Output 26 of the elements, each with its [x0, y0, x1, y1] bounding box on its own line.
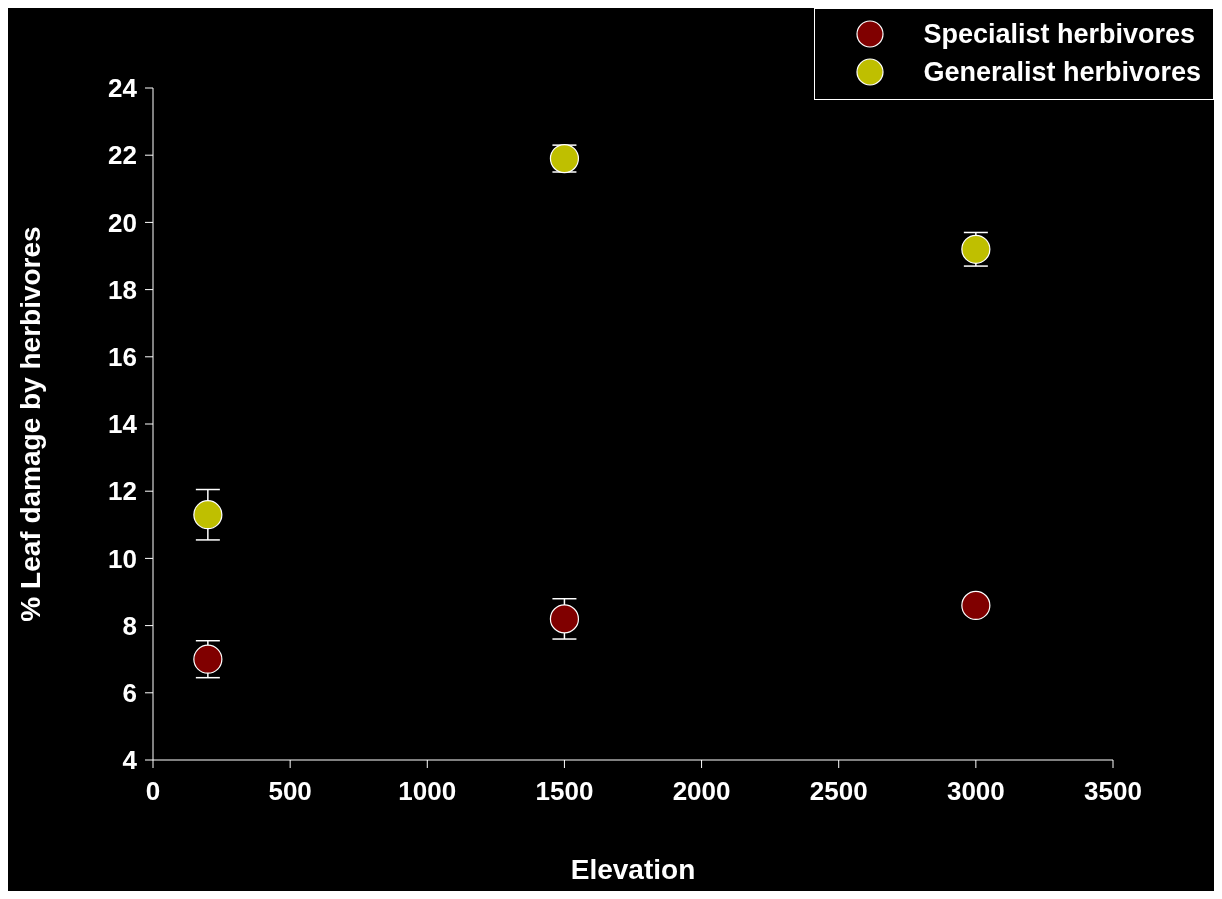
y-tick-label: 10 [108, 543, 137, 574]
y-tick-label: 12 [108, 476, 137, 507]
x-tick-label: 2000 [672, 776, 731, 807]
x-tick-label: 500 [268, 776, 312, 807]
y-tick-label: 22 [108, 140, 137, 171]
legend-label: Specialist herbivores [923, 18, 1195, 50]
y-tick-label: 18 [108, 274, 137, 305]
x-tick-label: 2500 [809, 776, 868, 807]
point [961, 590, 991, 621]
y-tick-label: 8 [122, 610, 137, 641]
y-tick-label: 24 [108, 73, 138, 104]
x-tick-label: 3500 [1084, 776, 1142, 807]
y-tick-label: 20 [108, 207, 137, 238]
y-tick-label: 6 [122, 678, 137, 709]
x-tick-label: 3000 [946, 776, 1005, 807]
x-tick-label: 1500 [535, 776, 594, 807]
point [193, 500, 223, 530]
x-tick-label: 1000 [398, 776, 457, 807]
y-axis-title: % Leaf damage by herbivores [14, 226, 46, 622]
y-tick-label: 16 [108, 342, 137, 373]
x-axis-title: Elevation [570, 854, 696, 885]
y-tick-label: 4 [122, 745, 138, 776]
x-tick-label: 0 [145, 776, 161, 807]
legend-label: Generalist herbivores [923, 56, 1201, 88]
y-tick-label: 14 [108, 409, 138, 440]
point [549, 604, 580, 634]
